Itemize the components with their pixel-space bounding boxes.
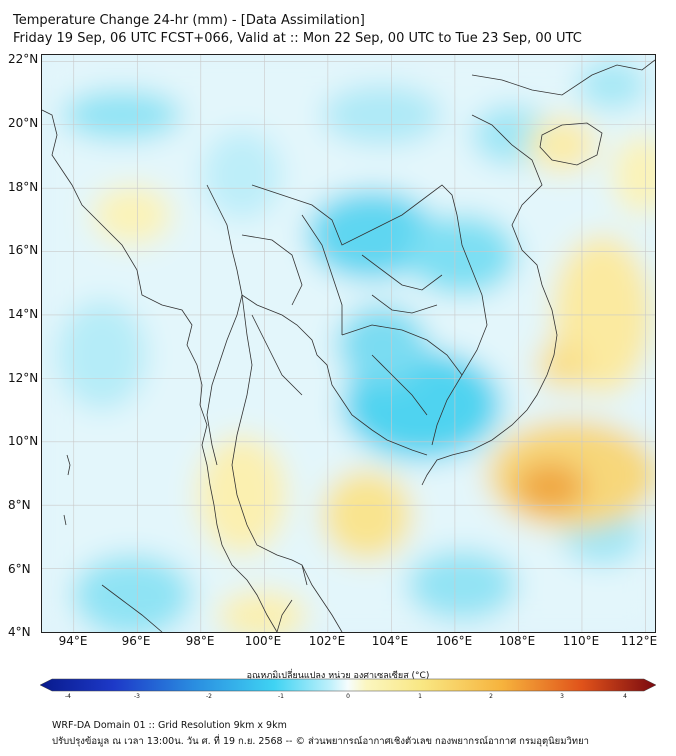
lat-label-22: 22°N (8, 52, 39, 66)
temperature-change-map (42, 55, 655, 632)
map-title: Temperature Change 24-hr (mm) - [Data As… (13, 13, 365, 28)
colorbar-tick: 1 (418, 693, 422, 700)
colorbar-tick: 2 (489, 693, 493, 700)
colorbar-tick: -3 (134, 693, 140, 700)
lat-label-8: 8°N (8, 498, 31, 512)
lat-label-14: 14°N (8, 307, 39, 321)
colorbar-tick: 0 (346, 693, 350, 700)
colorbar-tick: 3 (560, 693, 564, 700)
lon-label-94: 94°E (58, 634, 88, 648)
map-panel (41, 54, 656, 633)
temperature-field (42, 55, 655, 632)
colorbar (40, 678, 656, 692)
lat-label-12: 12°N (8, 371, 39, 385)
gridlines (42, 55, 655, 632)
lat-label-4: 4°N (8, 625, 31, 639)
colorbar-tick: 4 (623, 693, 627, 700)
lat-label-10: 10°N (8, 434, 39, 448)
lat-label-18: 18°N (8, 180, 39, 194)
lon-label-100: 100°E (244, 634, 282, 648)
lon-label-112: 112°E (620, 634, 658, 648)
lon-label-106: 106°E (435, 634, 473, 648)
colorbar-tick: -2 (206, 693, 212, 700)
lat-label-16: 16°N (8, 243, 39, 257)
lon-label-108: 108°E (498, 634, 536, 648)
lat-label-20: 20°N (8, 116, 39, 130)
lon-label-98: 98°E (185, 634, 215, 648)
colorbar-tick: -4 (65, 693, 71, 700)
coastlines-and-borders (42, 59, 655, 632)
lon-label-104: 104°E (371, 634, 409, 648)
lat-label-6: 6°N (8, 562, 31, 576)
footer-credits: ปรับปรุงข้อมูล ณ เวลา 13:00น. วัน ศ. ที่… (52, 736, 589, 747)
map-subtitle: Friday 19 Sep, 06 UTC FCST+066, Valid at… (13, 31, 582, 46)
lon-label-102: 102°E (308, 634, 346, 648)
colorbar-tick: -1 (278, 693, 284, 700)
colorbar-title: อุณหภูมิเปลี่ยนแปลง หน่วย องศาเซลเซียส (… (246, 671, 430, 681)
footer-model-info: WRF-DA Domain 01 :: Grid Resolution 9km … (52, 720, 287, 731)
lon-label-96: 96°E (121, 634, 151, 648)
lon-label-110: 110°E (562, 634, 600, 648)
